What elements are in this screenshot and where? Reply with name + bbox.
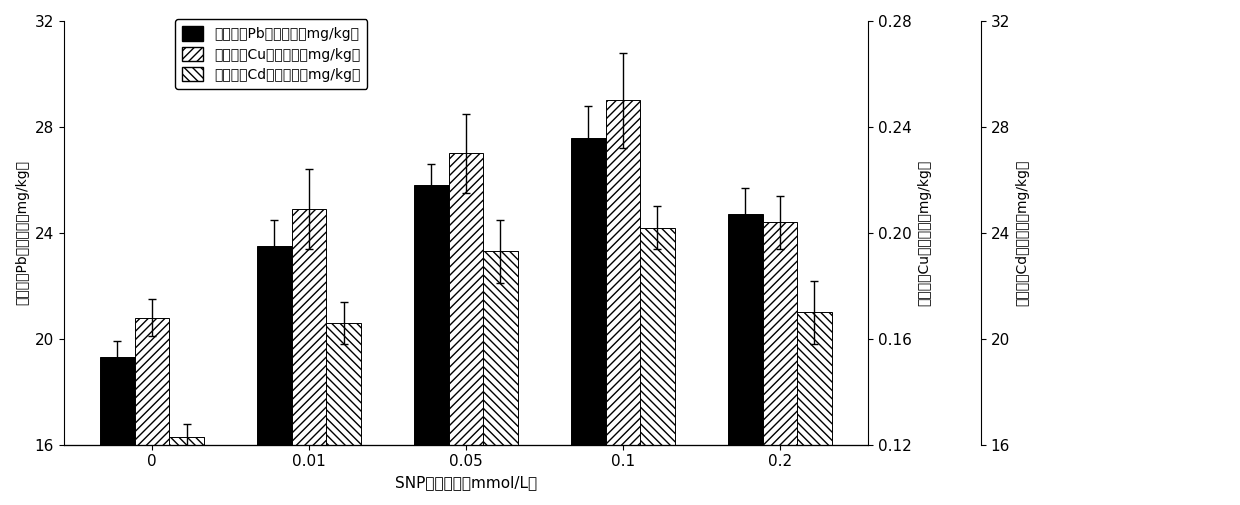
- Bar: [414, 185, 449, 505]
- Legend: 叶片钓（Pb）富集量（mg/kg）, 叶片铜（Cu）富集量（mg/kg）, 叶片镀（Cd）富集量（mg/kg）: 叶片钓（Pb）富集量（mg/kg）, 叶片铜（Cu）富集量（mg/kg）, 叶片…: [175, 20, 367, 89]
- Bar: [605, 100, 640, 505]
- Bar: [135, 318, 170, 505]
- Bar: [257, 246, 291, 505]
- Bar: [484, 251, 518, 505]
- Bar: [100, 358, 135, 505]
- X-axis label: SNP喷洒浓度（mmol/L）: SNP喷洒浓度（mmol/L）: [394, 475, 537, 490]
- Bar: [449, 154, 484, 505]
- Bar: [797, 312, 832, 505]
- Bar: [291, 209, 326, 505]
- Y-axis label: 叶片钓（Pb）富集量（mg/kg）: 叶片钓（Pb）富集量（mg/kg）: [15, 161, 29, 306]
- Bar: [326, 323, 361, 505]
- Bar: [572, 137, 605, 505]
- Y-axis label: 叶片镀（Cd）富集量（mg/kg）: 叶片镀（Cd）富集量（mg/kg）: [1016, 160, 1029, 306]
- Bar: [640, 228, 675, 505]
- Y-axis label: 叶片铜（Cu）富集量（mg/kg）: 叶片铜（Cu）富集量（mg/kg）: [918, 160, 931, 306]
- Bar: [170, 437, 203, 505]
- Bar: [728, 214, 763, 505]
- Bar: [763, 222, 797, 505]
